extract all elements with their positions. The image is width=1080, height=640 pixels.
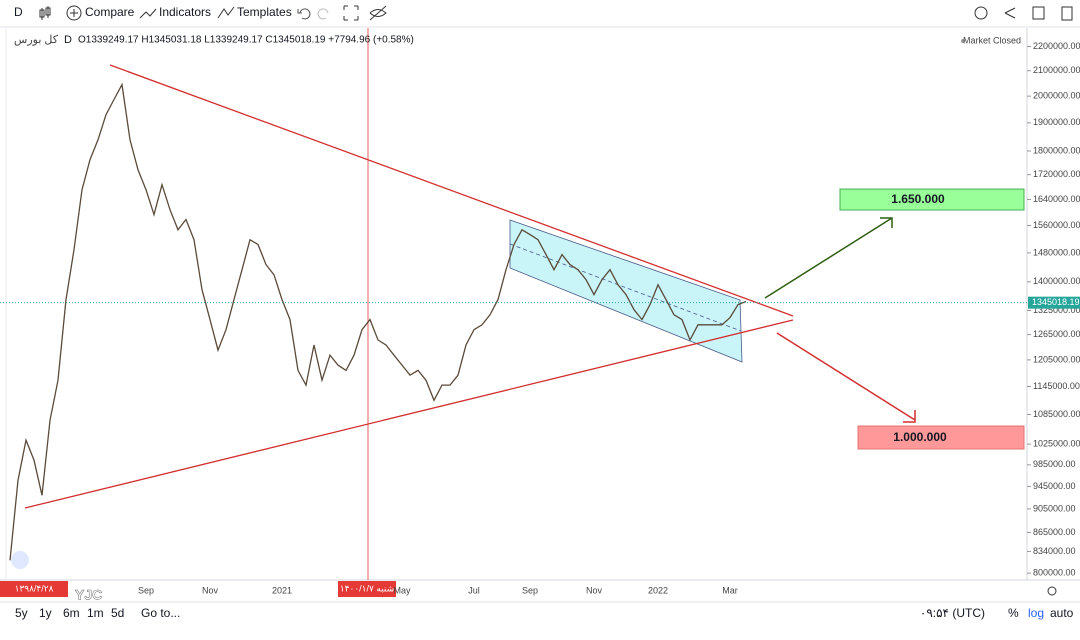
cursor-date-box <box>338 581 396 597</box>
x-tick-label: Nov <box>586 585 603 595</box>
y-tick-label: 834000.00 <box>1033 546 1076 556</box>
hide-button[interactable] <box>369 5 387 21</box>
target-down-label: 1.000.000 <box>893 430 947 444</box>
x-tick-label: Sep <box>138 585 154 595</box>
publish-button[interactable] <box>1061 6 1073 21</box>
legend-interval: D <box>64 34 72 46</box>
log-button[interactable]: log <box>1028 606 1044 620</box>
y-tick-label: 1720000.00 <box>1033 169 1080 179</box>
target-up-box[interactable] <box>839 188 1025 211</box>
x-tick-label: 2021 <box>272 585 292 595</box>
settings-button[interactable] <box>974 6 988 20</box>
range-button[interactable]: 6m <box>63 606 80 620</box>
chart-type-button[interactable] <box>39 6 51 20</box>
y-tick-label: 945000.00 <box>1033 481 1076 491</box>
x-tick-label: May <box>393 585 411 595</box>
y-tick-label: 985000.00 <box>1033 459 1076 469</box>
axis-settings[interactable] <box>1047 586 1057 596</box>
share-button[interactable] <box>1004 7 1016 19</box>
range-button[interactable]: 1y <box>39 606 52 620</box>
y-tick-label: 800000.00 <box>1033 567 1076 577</box>
y-tick-label: 905000.00 <box>1033 503 1076 513</box>
y-tick-label: 2100000.00 <box>1033 65 1080 75</box>
compare-plus <box>70 9 78 17</box>
auto-button[interactable]: auto <box>1050 606 1074 620</box>
ohlc: O1339249.17 H1345031.18 L1339249.17 C134… <box>78 35 414 46</box>
market-status: Market Closed <box>963 35 1021 45</box>
y-tick-label: 1640000.00 <box>1033 194 1080 204</box>
y-tick-label: 1560000.00 <box>1033 220 1080 230</box>
last-price-label: 1345018.19 <box>1032 297 1080 307</box>
y-tick-label: 1025000.00 <box>1033 438 1080 448</box>
y-tick-label: 1145000.00 <box>1033 381 1080 391</box>
indicators-icon <box>139 8 157 19</box>
arrow-up[interactable] <box>764 217 893 299</box>
goto-button[interactable]: Go to... <box>141 606 180 620</box>
start-date: ۱۳۹۸/۴/۲۸ <box>15 583 54 593</box>
range-buttons: 5y 1y 6m 1m 5d <box>15 606 124 620</box>
y-tick-label: 865000.00 <box>1033 527 1076 537</box>
range-button[interactable]: 5y <box>15 606 28 620</box>
channel[interactable] <box>509 219 743 363</box>
templates-button[interactable]: Templates <box>237 5 292 19</box>
y-tick-label: 1480000.00 <box>1033 247 1080 257</box>
channel-midline <box>509 243 742 332</box>
compare-icon <box>66 5 82 21</box>
x-tick-label: Mar <box>722 585 738 595</box>
price-line <box>9 82 747 561</box>
indicators-button[interactable]: Indicators <box>159 5 211 19</box>
y-tick-label: 1800000.00 <box>1033 145 1080 155</box>
range-button[interactable]: 1m <box>87 606 104 620</box>
templates-icon <box>217 6 235 19</box>
y-tick-label: 1205000.00 <box>1033 354 1080 364</box>
arrow-down[interactable] <box>776 332 916 423</box>
y-tick-label: 2000000.00 <box>1033 91 1080 101</box>
interval-button[interactable]: D <box>14 5 23 19</box>
snapshot-button[interactable] <box>1032 6 1045 20</box>
y-tick-label: 1325000.00 <box>1033 305 1080 315</box>
fullscreen-button[interactable] <box>343 5 359 21</box>
y-tick-label: 2200000.00 <box>1033 41 1080 51</box>
status-dot <box>961 39 965 43</box>
trend-line-lower[interactable] <box>24 319 794 509</box>
y-tick-label: 1900000.00 <box>1033 117 1080 127</box>
undo-button[interactable] <box>297 8 311 20</box>
y-tick-label: 1085000.00 <box>1033 409 1080 419</box>
target-down-box[interactable] <box>857 425 1025 450</box>
x-tick-label: Sep <box>522 585 538 595</box>
symbol-name: کل بورس <box>14 34 59 46</box>
y-tick-label: 1265000.00 <box>1033 329 1080 339</box>
x-tick-label: Jul <box>468 585 480 595</box>
percent-button[interactable]: % <box>1008 606 1019 620</box>
x-tick-label: Nov <box>202 585 219 595</box>
trend-line-upper[interactable] <box>109 64 794 317</box>
start-date-box <box>0 581 68 597</box>
y-tick-label: 1400000.00 <box>1033 276 1080 286</box>
logo: YJC <box>75 587 102 603</box>
cursor-date: ۱۴۰۰/۱/۷ شنبه <box>340 583 394 593</box>
redo-button[interactable] <box>317 8 329 20</box>
toolbar <box>0 0 1080 27</box>
range-button[interactable]: 5d <box>111 606 124 620</box>
logo-badge <box>11 551 29 569</box>
clock: ۰۹:۵۴ (UTC) <box>920 606 985 620</box>
x-tick-label: 2022 <box>648 585 668 595</box>
last-price-box <box>1028 296 1080 309</box>
target-up-label: 1.650.000 <box>891 192 945 206</box>
compare-button[interactable]: Compare <box>85 5 135 19</box>
